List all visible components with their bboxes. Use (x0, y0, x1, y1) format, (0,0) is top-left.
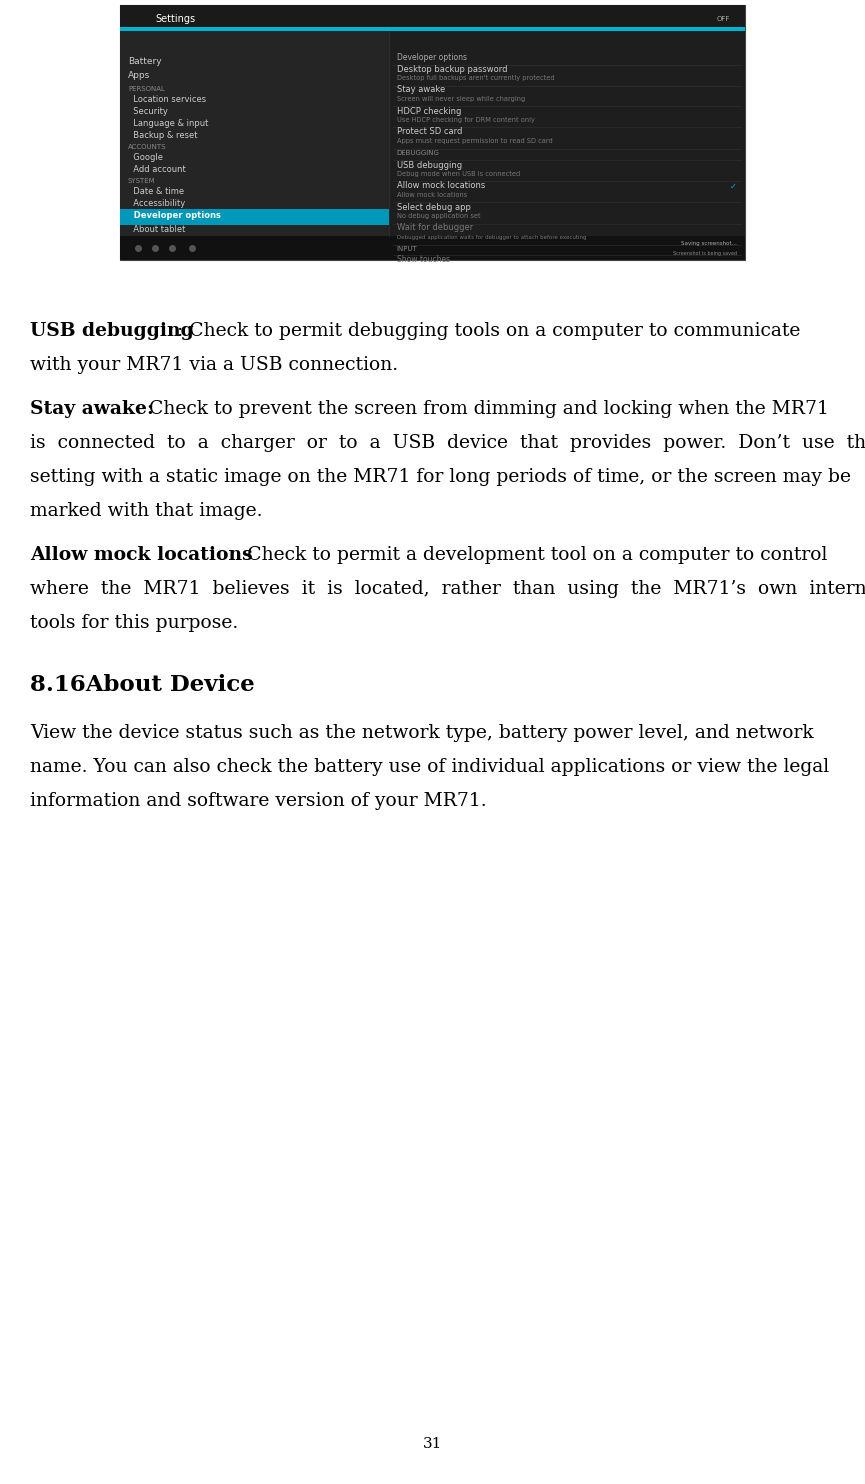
Text: View the device status such as the network type, battery power level, and networ: View the device status such as the netwo… (30, 724, 814, 742)
Text: INPUT: INPUT (397, 246, 418, 252)
Text: ✓: ✓ (730, 181, 737, 190)
Text: OFF: OFF (716, 16, 730, 22)
Text: PERSONAL: PERSONAL (128, 86, 165, 92)
Text: Debugged application waits for debugger to attach before executing: Debugged application waits for debugger … (397, 234, 586, 239)
FancyBboxPatch shape (120, 209, 388, 226)
Text: 8.16About Device: 8.16About Device (30, 674, 255, 696)
Text: Saving screenshot...: Saving screenshot... (681, 242, 737, 246)
Text: About tablet: About tablet (128, 224, 185, 233)
Text: DEBUGGING: DEBUGGING (397, 150, 439, 156)
Text: marked with that image.: marked with that image. (30, 502, 262, 519)
Text: information and software version of your MR71.: information and software version of your… (30, 792, 487, 810)
Text: name. You can also check the battery use of individual applications or view the : name. You can also check the battery use… (30, 758, 830, 776)
Text: Apps: Apps (128, 71, 151, 80)
Text: Select debug app: Select debug app (397, 202, 471, 212)
Text: Screenshot is being saved: Screenshot is being saved (673, 251, 737, 255)
FancyBboxPatch shape (120, 27, 745, 31)
Text: Protect SD card: Protect SD card (397, 128, 462, 137)
Text: Allow mock locations: Allow mock locations (397, 181, 485, 190)
Text: where  the  MR71  believes  it  is  located,  rather  than  using  the  MR71’s  : where the MR71 believes it is located, r… (30, 580, 865, 598)
Text: Accessibility: Accessibility (128, 199, 185, 208)
Text: Language & input: Language & input (128, 119, 208, 128)
Text: HDCP checking: HDCP checking (397, 107, 461, 116)
Text: : Check to permit a development tool on a computer to control: : Check to permit a development tool on … (235, 546, 828, 564)
Text: USB debugging: USB debugging (397, 160, 462, 169)
Text: : Check to permit debugging tools on a computer to communicate: : Check to permit debugging tools on a c… (177, 322, 800, 340)
Text: Stay awake:: Stay awake: (30, 401, 154, 418)
FancyBboxPatch shape (120, 4, 745, 260)
Text: SYSTEM: SYSTEM (128, 178, 156, 184)
Text: ACCOUNTS: ACCOUNTS (128, 144, 166, 150)
Text: Stay awake: Stay awake (397, 86, 445, 95)
FancyBboxPatch shape (120, 31, 388, 236)
Text: USB debugging: USB debugging (30, 322, 194, 340)
Text: Developer options: Developer options (397, 52, 467, 61)
Text: is  connected  to  a  charger  or  to  a  USB  device  that  provides  power.  D: is connected to a charger or to a USB de… (30, 433, 865, 453)
Text: Google: Google (128, 153, 163, 162)
Text: Backup & reset: Backup & reset (128, 131, 197, 139)
Text: Battery: Battery (128, 56, 162, 65)
Text: Debug mode when USB is connected: Debug mode when USB is connected (397, 171, 520, 177)
Text: Show touches: Show touches (397, 254, 450, 264)
Text: Desktop full backups aren't currently protected: Desktop full backups aren't currently pr… (397, 76, 554, 82)
Text: Location services: Location services (128, 95, 206, 104)
Text: Date & time: Date & time (128, 187, 184, 196)
Text: Wait for debugger: Wait for debugger (397, 224, 473, 233)
Text: Apps must request permission to read SD card: Apps must request permission to read SD … (397, 138, 553, 144)
Text: Use HDCP checking for DRM content only: Use HDCP checking for DRM content only (397, 117, 535, 123)
Text: setting with a static image on the MR71 for long periods of time, or the screen : setting with a static image on the MR71 … (30, 467, 851, 485)
Text: Allow mock locations: Allow mock locations (30, 546, 253, 564)
Text: No debug application set: No debug application set (397, 214, 480, 220)
Text: tools for this purpose.: tools for this purpose. (30, 614, 238, 632)
Text: Add account: Add account (128, 165, 186, 174)
FancyBboxPatch shape (388, 31, 745, 236)
Text: Security: Security (128, 107, 168, 116)
Text: 31: 31 (423, 1437, 442, 1451)
FancyBboxPatch shape (120, 236, 745, 260)
FancyBboxPatch shape (120, 4, 745, 27)
Text: Screen will never sleep while charging: Screen will never sleep while charging (397, 96, 525, 102)
Text: Check to prevent the screen from dimming and locking when the MR71: Check to prevent the screen from dimming… (143, 401, 829, 418)
Text: Desktop backup password: Desktop backup password (397, 64, 507, 74)
Text: Settings: Settings (155, 13, 195, 24)
Text: Developer options: Developer options (128, 211, 221, 220)
Text: Allow mock locations: Allow mock locations (397, 191, 467, 197)
Text: with your MR71 via a USB connection.: with your MR71 via a USB connection. (30, 356, 398, 374)
